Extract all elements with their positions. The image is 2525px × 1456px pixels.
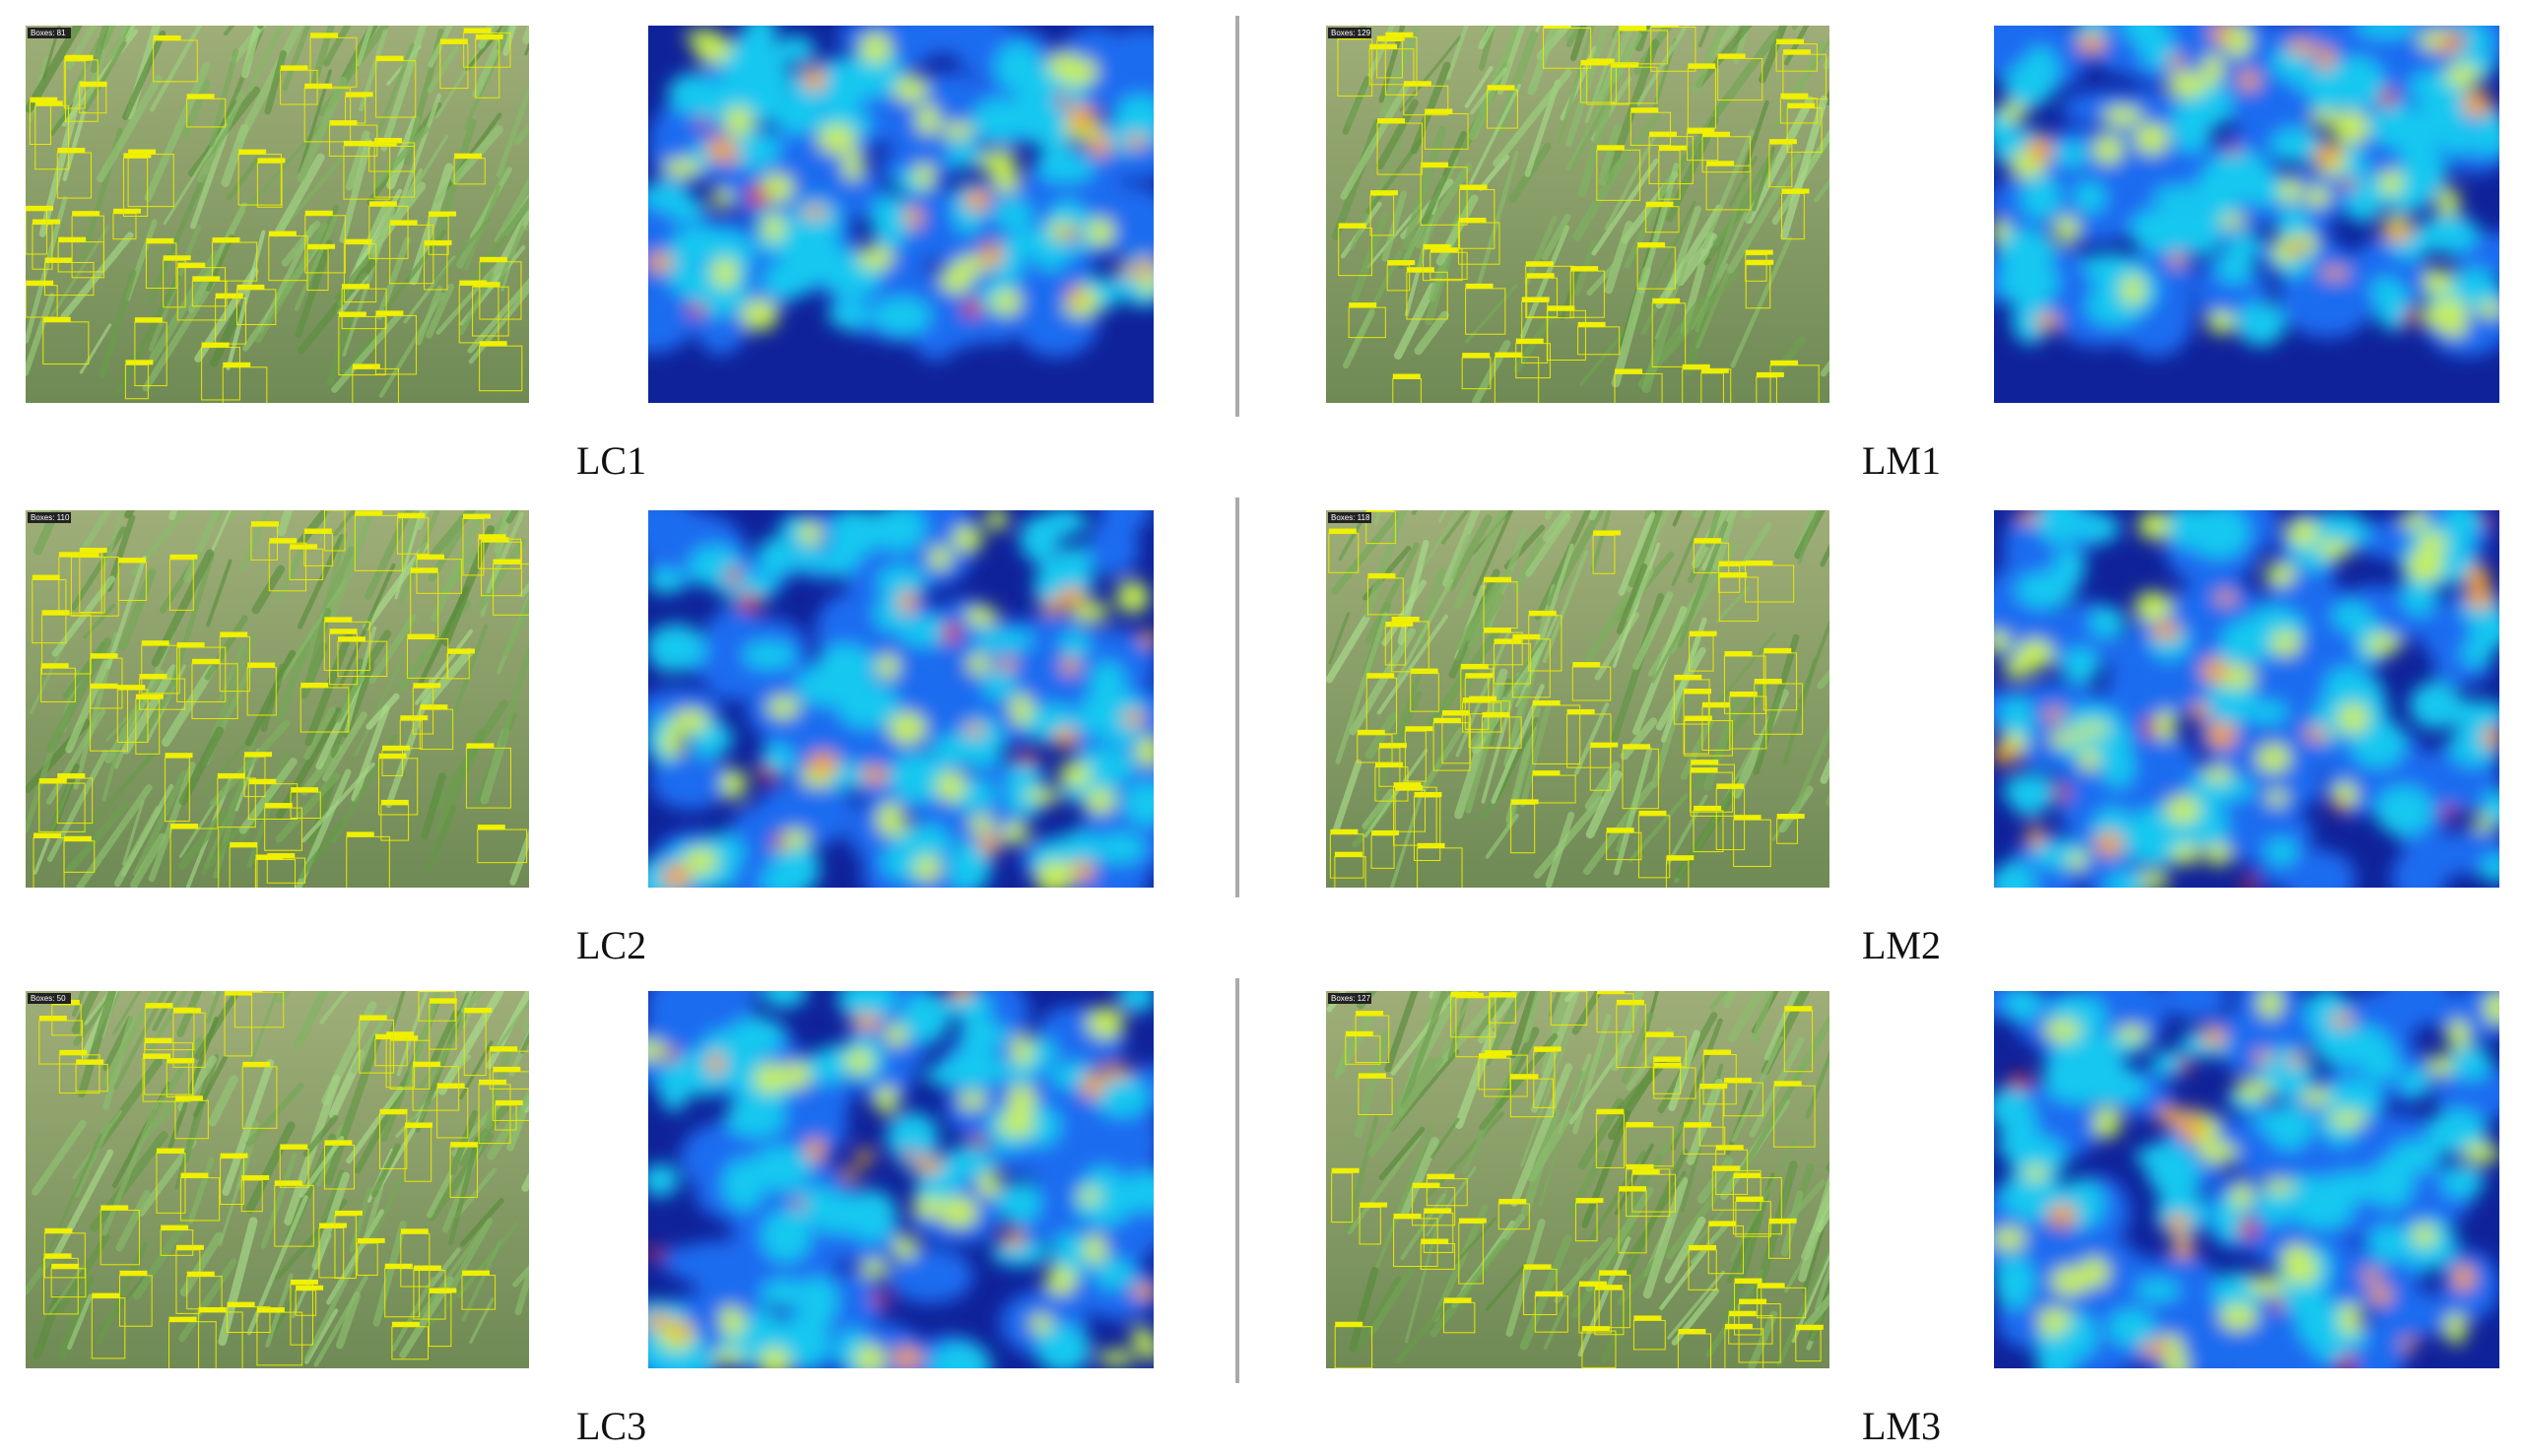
box-count: Boxes: 50 xyxy=(31,994,66,1003)
detection-photo: Boxes: 50 xyxy=(26,991,529,1368)
heatmap xyxy=(1994,26,2499,403)
panel-label: LM2 xyxy=(1862,923,1941,967)
panel-label: LC3 xyxy=(576,1404,646,1448)
detection-photo: Boxes: 127 xyxy=(1326,991,1829,1368)
panel-label: LC1 xyxy=(576,438,646,483)
box-count: Boxes: 127 xyxy=(1331,994,1371,1003)
detection-photo: Boxes: 110 xyxy=(26,510,529,888)
heatmap xyxy=(648,26,1154,403)
detection-photo: Boxes: 118 xyxy=(1326,510,1829,888)
box-count: Boxes: 118 xyxy=(1331,513,1370,522)
box-count: Boxes: 81 xyxy=(31,29,66,37)
heatmap xyxy=(1994,510,2499,888)
heatmap xyxy=(648,991,1154,1368)
box-count: Boxes: 110 xyxy=(31,513,70,522)
heatmap xyxy=(648,510,1154,888)
panel-label: LC2 xyxy=(576,923,646,967)
box-count: Boxes: 129 xyxy=(1331,29,1371,37)
panel-label: LM1 xyxy=(1862,438,1941,483)
detection-photo: Boxes: 81 xyxy=(26,26,529,403)
detection-photo: Boxes: 129 xyxy=(1326,26,1829,403)
heatmap xyxy=(1994,991,2499,1368)
panel-label: LM3 xyxy=(1862,1404,1941,1448)
